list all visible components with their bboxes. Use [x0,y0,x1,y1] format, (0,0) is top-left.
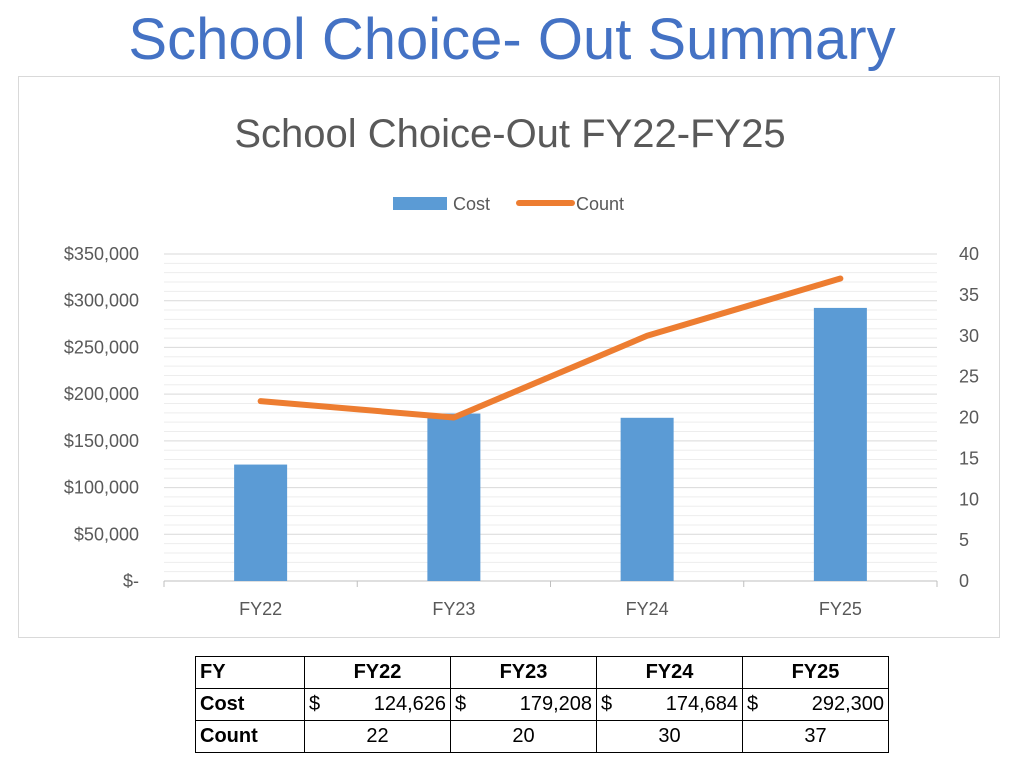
x-tick-label: FY25 [819,599,862,619]
cost-value: 292,300 [811,693,884,715]
cost-value: 179,208 [519,693,592,715]
y-right-tick-label: 5 [959,530,969,550]
table-row-label: Cost [195,688,305,721]
y-right-tick-label: 20 [959,408,979,428]
y-right-tick-label: 40 [959,244,979,264]
y-right-tick-label: 35 [959,285,979,305]
legend-swatch-cost [393,197,447,210]
chart-title: School Choice-Out FY22-FY25 [234,112,785,156]
y-left-tick-label: $200,000 [64,384,139,404]
currency-symbol: $ [601,693,613,715]
y-right-tick-label: 15 [959,448,979,468]
table-corner-cell: FY [195,656,305,689]
table-header-row: FY FY22 FY23 FY24 FY25 [195,656,889,689]
table-col-header: FY23 [450,656,597,689]
currency-symbol: $ [455,693,467,715]
table-cell-cost: $179,208 [450,688,597,721]
table-cell-count: 37 [742,720,889,753]
cost-value: 124,626 [373,693,446,715]
y-left-tick-label: $50,000 [74,524,139,544]
y-right-tick-label: 25 [959,367,979,387]
y-left-tick-label: $150,000 [64,431,139,451]
cost-value: 174,684 [665,693,738,715]
y-right-tick-label: 0 [959,571,969,591]
table-cell-cost: $292,300 [742,688,889,721]
table-cell-count: 30 [596,720,743,753]
y-left-tick-label: $250,000 [64,337,139,357]
table-row-cost: Cost $124,626 $179,208 $174,684 $292,300 [195,688,889,721]
table-cell-count: 22 [304,720,451,753]
table-cell-cost: $124,626 [304,688,451,721]
bar-cost [620,417,674,581]
line-count [257,275,844,421]
y-right-tick-label: 10 [959,489,979,509]
table-cell-count: 20 [450,720,597,753]
x-tick-label: FY23 [432,599,475,619]
combo-chart: $- $50,000 $100,000 $150,000 $200,000 $250,00… [64,112,979,619]
slide-title: School Choice- Out Summary [128,7,896,72]
y-right-tick-label: 30 [959,326,979,346]
x-tick-label: FY22 [239,599,282,619]
legend-label-cost: Cost [453,194,490,214]
table-col-header: FY25 [742,656,889,689]
x-tick-label: FY24 [626,599,669,619]
y-left-tick-label: $100,000 [64,478,139,498]
bar-cost [813,307,867,581]
table-row-count: Count 22 20 30 37 [195,720,889,753]
currency-symbol: $ [309,693,321,715]
legend-label-count: Count [576,194,624,214]
y-left-tick-label: $300,000 [64,291,139,311]
table-row-label: Count [195,720,305,753]
table-col-header: FY22 [304,656,451,689]
bar-cost [427,413,481,581]
currency-symbol: $ [747,693,759,715]
summary-table: FY FY22 FY23 FY24 FY25 Cost $124,626 $17… [195,656,889,753]
y-left-tick-label: $- [123,571,139,591]
table-cell-cost: $174,684 [596,688,743,721]
table-col-header: FY24 [596,656,743,689]
bar-cost [234,464,288,581]
chart-area: $- $50,000 $100,000 $150,000 $200,000 $250,00… [18,76,1000,638]
y-left-tick-label: $350,000 [64,244,139,264]
